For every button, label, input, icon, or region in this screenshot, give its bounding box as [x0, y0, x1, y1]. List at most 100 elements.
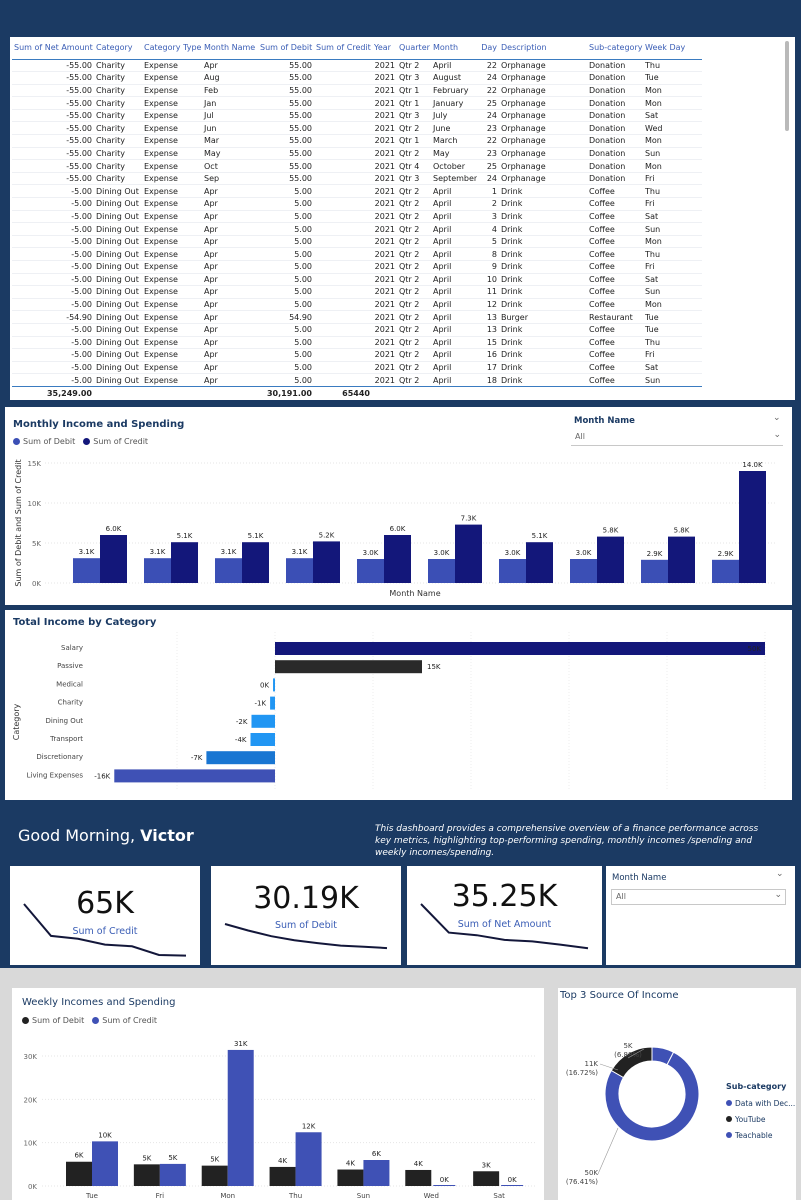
table-cell: Qtr 3: [397, 172, 431, 185]
table-cell: Mon: [643, 159, 702, 173]
column-header[interactable]: Sum of Net Amount: [12, 37, 94, 60]
debit-bar: [641, 559, 668, 583]
table-cell: 13: [477, 310, 499, 324]
table-cell: Expense: [142, 235, 202, 248]
column-header[interactable]: Year: [372, 37, 397, 60]
table-cell: Donation: [587, 84, 643, 97]
credit-bar: [227, 1049, 254, 1186]
table-cell: April: [431, 361, 477, 374]
column-header[interactable]: Quarter: [397, 37, 431, 60]
table-cell: Mon: [643, 96, 702, 110]
data-table: Sum of Net Amount Category Category Type Mo…: [12, 37, 702, 401]
month-slicer-dropdown[interactable]: All ⌄: [571, 430, 783, 446]
column-header[interactable]: Month: [431, 37, 477, 60]
table-cell: Coffee: [587, 247, 643, 261]
debit-bar: [133, 1164, 160, 1186]
table-cell: -5.00: [12, 222, 94, 236]
column-header[interactable]: Month Name: [202, 37, 258, 60]
table-cell: 24: [477, 71, 499, 85]
table-cell: Sat: [643, 273, 702, 286]
table-cell: 55.00: [258, 84, 314, 97]
total-net-amount: 35,249.00: [12, 385, 94, 401]
column-header[interactable]: Category Type: [142, 37, 202, 60]
credit-bar: [455, 524, 482, 583]
table-cell: -5.00: [12, 323, 94, 337]
table-cell: October: [431, 159, 477, 173]
y-tick-label: 30K: [24, 1053, 38, 1061]
chevron-down-icon[interactable]: ⌄: [773, 413, 781, 423]
table-cell: [314, 210, 372, 223]
column-header[interactable]: Week Day: [643, 37, 702, 60]
table-cell: -5.00: [12, 184, 94, 198]
debit-bar: [357, 559, 384, 583]
table-cell: Qtr 2: [397, 323, 431, 337]
table-cell: [314, 310, 372, 324]
data-label: 5.8K: [603, 527, 619, 535]
table-cell: -5.00: [12, 235, 94, 248]
table-cell: Expense: [142, 336, 202, 349]
data-label: 5.1K: [532, 532, 548, 540]
table-row: -55.00 Charity Expense Aug 55.00 2021 Qtr 3 Aug…: [12, 71, 702, 85]
table-cell: Charity: [94, 134, 142, 148]
column-header[interactable]: Sum of Debit: [258, 37, 314, 60]
table-cell: Aug: [202, 71, 258, 85]
category-bar: [251, 714, 275, 728]
category-label: Salary: [61, 644, 83, 652]
table-cell: July: [431, 109, 477, 122]
debit-bar: [269, 1166, 296, 1186]
kpi-credit-label: Sum of Credit: [72, 926, 138, 937]
table-cell: Expense: [142, 298, 202, 311]
table-row: -5.00 Dining Out Expense Apr 5.00 2021 Qtr 2 Ap…: [12, 235, 702, 248]
table-cell: June: [431, 121, 477, 135]
table-cell: [314, 71, 372, 85]
data-label: 5K: [142, 1154, 151, 1162]
column-header[interactable]: Description: [499, 37, 587, 60]
credit-bar: [295, 1132, 322, 1186]
table-cell: Charity: [94, 59, 142, 72]
table-cell: Expense: [142, 121, 202, 135]
table-cell: April: [431, 222, 477, 236]
chevron-down-icon[interactable]: ⌄: [776, 869, 784, 879]
column-header[interactable]: Category: [94, 37, 142, 60]
table-cell: -55.00: [12, 109, 94, 122]
table-cell: 2021: [372, 184, 397, 198]
data-label: 3K: [482, 1161, 491, 1169]
weekly-bar-chart: 0K 10K 20K 30K 6K 10K Tue 5K 5K Fri 5K 31K Mon 4K 12K T…: [24, 1040, 537, 1200]
table-cell: [314, 159, 372, 173]
data-label: 15K: [427, 663, 441, 671]
credit-bar: [668, 536, 695, 583]
table-cell: Qtr 1: [397, 134, 431, 148]
category-bar: [270, 696, 275, 710]
month-slicer2-dropdown[interactable]: All ⌄: [611, 889, 786, 905]
table-cell: 3: [477, 210, 499, 223]
table-scrollbar[interactable]: [785, 41, 789, 131]
table-cell: April: [431, 310, 477, 324]
table-cell: 5.00: [258, 298, 314, 311]
x-axis-label: Month Name: [389, 589, 440, 598]
table-cell: Qtr 1: [397, 84, 431, 97]
table-cell: Orphanage: [499, 96, 587, 110]
kpi-credit-sparkline: [23, 903, 187, 957]
table-cell: Coffee: [587, 373, 643, 387]
table-cell: Donation: [587, 96, 643, 110]
table-cell: Coffee: [587, 260, 643, 274]
table-cell: Sep: [202, 172, 258, 185]
column-header[interactable]: Sum of Credit: [314, 37, 372, 60]
column-header[interactable]: Day: [477, 37, 499, 60]
table-cell: Drink: [499, 222, 587, 236]
table-cell: [314, 348, 372, 362]
table-cell: 5.00: [258, 336, 314, 349]
category-label: Dining Out: [45, 717, 83, 725]
table-cell: Fri: [643, 197, 702, 211]
table-cell: Apr: [202, 59, 258, 72]
table-cell: Dining Out: [94, 260, 142, 274]
y-tick-label: 5K: [32, 540, 41, 548]
chevron-down-icon: ⌄: [773, 430, 781, 440]
table-cell: -5.00: [12, 260, 94, 274]
monthly-chart-legend: Sum of Debit Sum of Credit: [13, 437, 148, 446]
data-label: -16K: [94, 772, 110, 780]
data-label: 3.1K: [221, 548, 237, 556]
table-cell: Apr: [202, 235, 258, 248]
slice-label: 11K: [585, 1060, 599, 1068]
column-header[interactable]: Sub-category: [587, 37, 643, 60]
